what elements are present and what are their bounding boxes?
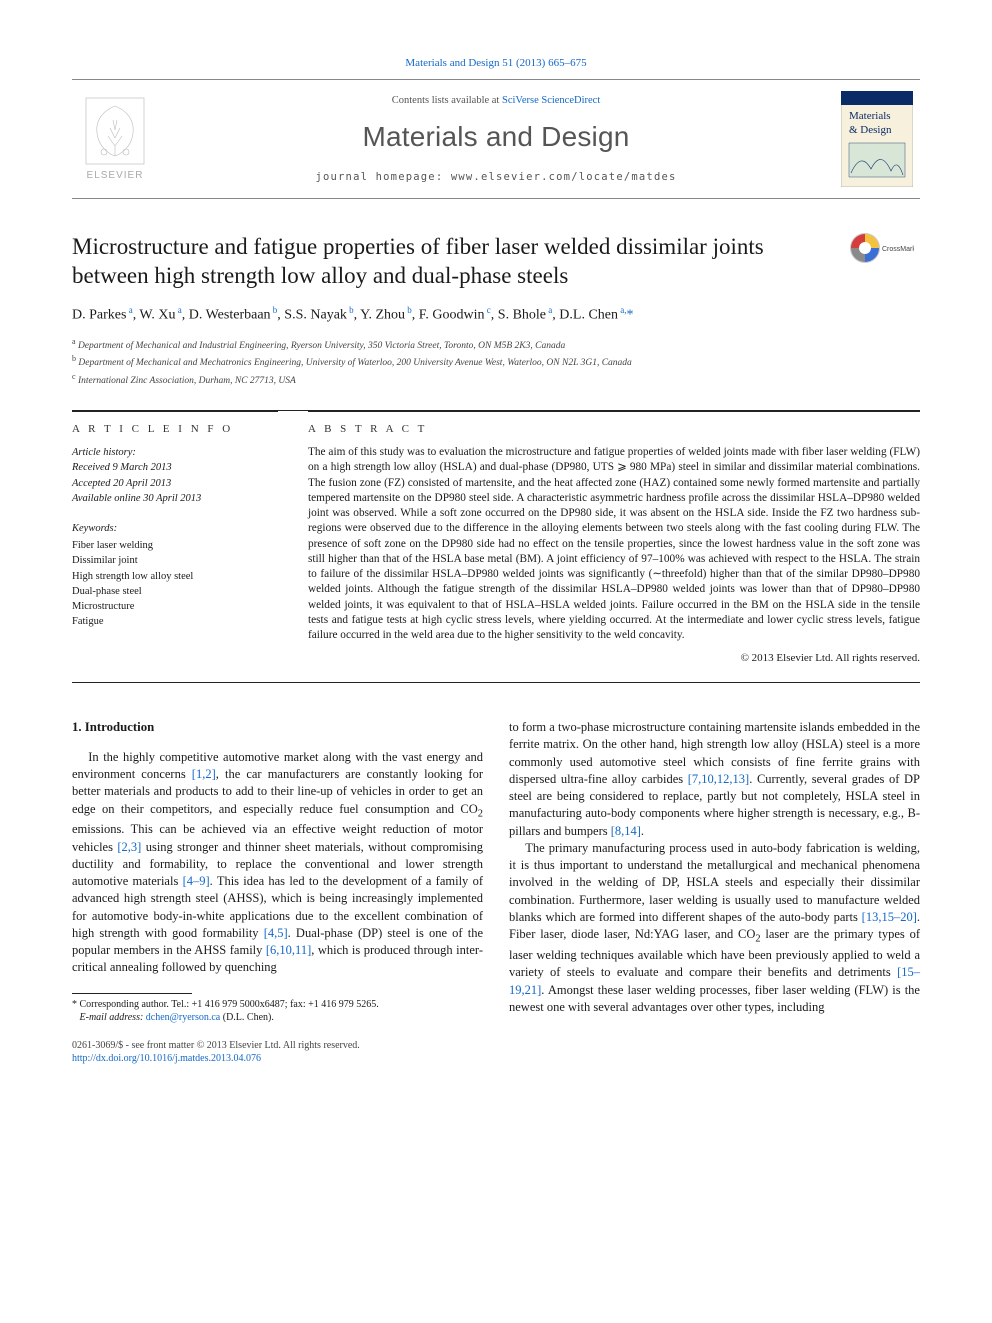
abstract-column: A B S T R A C T The aim of this study wa… <box>308 411 920 666</box>
svg-text:ELSEVIER: ELSEVIER <box>87 170 144 181</box>
elsevier-tree-icon: ELSEVIER <box>80 94 150 184</box>
elsevier-logo: ELSEVIER <box>72 80 158 198</box>
keyword: Microstructure <box>72 599 278 614</box>
homepage-url: www.elsevier.com/locate/matdes <box>451 171 677 183</box>
keywords-label: Keywords: <box>72 522 278 536</box>
article-info-heading: A R T I C L E I N F O <box>72 422 278 437</box>
journal-header: ELSEVIER Contents lists available at Sci… <box>72 79 920 199</box>
author-list: D. Parkes a, W. Xu a, D. Westerbaan b, S… <box>72 304 920 326</box>
affiliation-a: a Department of Mechanical and Industria… <box>72 336 920 353</box>
body-column-right: to form a two-phase microstructure conta… <box>509 719 920 1025</box>
corresponding-author-footnote: * Corresponding author. Tel.: +1 416 979… <box>72 998 483 1025</box>
abstract-heading: A B S T R A C T <box>308 422 920 437</box>
journal-homepage-line: journal homepage: www.elsevier.com/locat… <box>158 170 834 184</box>
footnote-marker: * <box>72 999 77 1010</box>
citation-bar: Materials and Design 51 (2013) 665–675 <box>72 56 920 71</box>
abstract-text: The aim of this study was to evaluation … <box>308 445 920 643</box>
email-label: E-mail address: <box>80 1012 144 1023</box>
keyword: Dissimilar joint <box>72 553 278 568</box>
page-footer: 0261-3069/$ - see front matter © 2013 El… <box>72 1039 920 1066</box>
email-suffix: (D.L. Chen). <box>223 1012 274 1023</box>
history-accepted: Accepted 20 April 2013 <box>72 478 171 489</box>
front-matter-line: 0261-3069/$ - see front matter © 2013 El… <box>72 1039 920 1053</box>
footnote-rule <box>72 993 192 994</box>
affiliation-c: c International Zinc Association, Durham… <box>72 371 920 388</box>
article-info-column: A R T I C L E I N F O Article history: R… <box>72 411 278 666</box>
article-title: Microstructure and fatigue properties of… <box>72 233 832 291</box>
citation-link[interactable]: Materials and Design 51 (2013) 665–675 <box>405 57 586 69</box>
svg-text:CrossMark: CrossMark <box>882 246 914 253</box>
article-history-label: Article history: <box>72 447 136 458</box>
svg-text:Materials: Materials <box>849 110 891 122</box>
intro-paragraph-2: The primary manufacturing process used i… <box>509 840 920 1016</box>
history-online: Available online 30 April 2013 <box>72 493 201 504</box>
journal-cover-thumbnail: Materials & Design <box>834 80 920 198</box>
journal-name: Materials and Design <box>158 118 834 156</box>
history-received: Received 9 March 2013 <box>72 462 172 473</box>
intro-paragraph-1-cont: to form a two-phase microstructure conta… <box>509 719 920 840</box>
crossmark-badge[interactable]: CrossMark <box>850 233 920 278</box>
doi-link[interactable]: http://dx.doi.org/10.1016/j.matdes.2013.… <box>72 1053 261 1064</box>
contents-prefix: Contents lists available at <box>392 95 502 106</box>
contents-lists-line: Contents lists available at SciVerse Sci… <box>158 94 834 108</box>
keyword: Dual-phase steel <box>72 584 278 599</box>
abstract-copyright: © 2013 Elsevier Ltd. All rights reserved… <box>308 651 920 666</box>
keyword: Fiber laser welding <box>72 538 278 553</box>
body-column-left: 1. Introduction In the highly competitiv… <box>72 719 483 1025</box>
svg-text:& Design: & Design <box>849 124 892 136</box>
section-1-heading: 1. Introduction <box>72 719 483 737</box>
crossmark-icon: CrossMark <box>850 233 914 273</box>
footnote-text: Corresponding author. Tel.: +1 416 979 5… <box>80 999 379 1010</box>
affiliations: a Department of Mechanical and Industria… <box>72 336 920 388</box>
intro-paragraph-1: In the highly competitive automotive mar… <box>72 749 483 977</box>
keyword: High strength low alloy steel <box>72 569 278 584</box>
homepage-prefix: journal homepage: <box>315 171 450 183</box>
keyword: Fatigue <box>72 614 278 629</box>
sciencedirect-link[interactable]: SciVerse ScienceDirect <box>502 95 600 106</box>
corresponding-email-link[interactable]: dchen@ryerson.ca <box>146 1012 220 1023</box>
affiliation-b: b Department of Mechanical and Mechatron… <box>72 353 920 370</box>
